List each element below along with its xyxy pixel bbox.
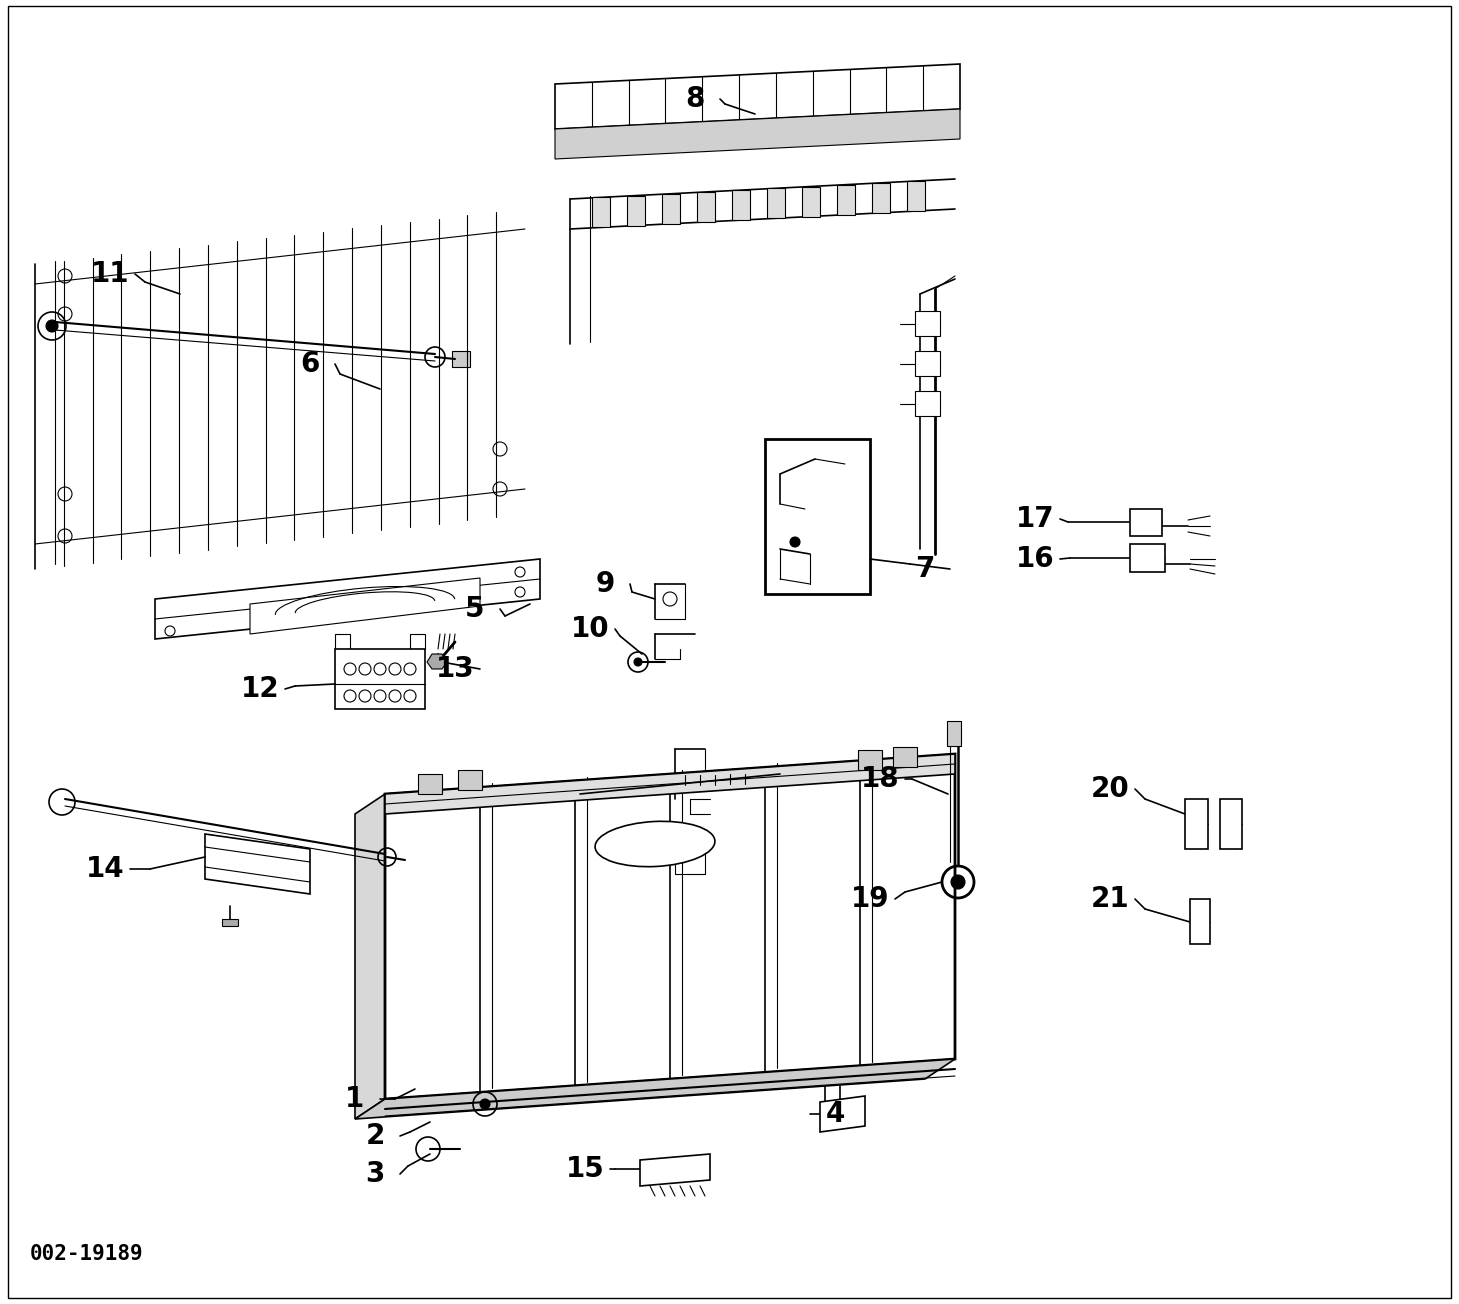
Polygon shape: [385, 754, 956, 814]
Bar: [592, 197, 610, 227]
Polygon shape: [427, 655, 446, 669]
Text: 2: 2: [365, 1121, 385, 1150]
Polygon shape: [336, 649, 425, 709]
Polygon shape: [222, 919, 238, 926]
Bar: [732, 190, 750, 220]
Polygon shape: [249, 578, 480, 634]
Bar: [893, 747, 918, 767]
Bar: [915, 391, 940, 416]
Text: 4: 4: [826, 1101, 845, 1128]
Text: 002-19189: 002-19189: [31, 1244, 143, 1264]
Text: 16: 16: [1015, 545, 1055, 572]
Bar: [837, 185, 855, 215]
Text: 18: 18: [861, 765, 899, 793]
Bar: [627, 196, 645, 226]
Circle shape: [951, 875, 964, 889]
Text: 15: 15: [566, 1155, 604, 1183]
Text: 12: 12: [241, 675, 279, 703]
Polygon shape: [35, 514, 525, 599]
Circle shape: [480, 1099, 490, 1108]
Circle shape: [865, 758, 875, 767]
Bar: [452, 351, 470, 366]
Bar: [417, 775, 442, 794]
Polygon shape: [355, 1059, 956, 1119]
Bar: [872, 183, 890, 213]
Text: 17: 17: [1015, 505, 1055, 533]
Text: 20: 20: [1091, 775, 1129, 803]
Polygon shape: [554, 64, 960, 129]
Circle shape: [900, 754, 910, 764]
Circle shape: [425, 781, 435, 792]
Bar: [915, 351, 940, 376]
Text: 3: 3: [365, 1161, 385, 1188]
Circle shape: [635, 659, 642, 666]
Polygon shape: [1131, 509, 1161, 536]
Text: 11: 11: [90, 259, 130, 288]
Polygon shape: [820, 1095, 865, 1132]
Bar: [458, 769, 481, 790]
Text: 9: 9: [595, 570, 614, 599]
Bar: [767, 188, 785, 218]
Text: 14: 14: [86, 855, 124, 883]
Bar: [947, 721, 961, 746]
Text: 19: 19: [851, 885, 889, 913]
Polygon shape: [35, 209, 525, 569]
Circle shape: [47, 319, 58, 333]
Polygon shape: [1185, 799, 1208, 849]
Bar: [915, 310, 940, 336]
Text: 8: 8: [686, 85, 705, 113]
Bar: [802, 186, 820, 216]
Bar: [858, 750, 883, 769]
Polygon shape: [385, 754, 956, 1099]
Polygon shape: [641, 1154, 711, 1187]
Bar: [765, 439, 870, 595]
Text: 6: 6: [301, 349, 320, 378]
Text: 10: 10: [570, 615, 610, 643]
Polygon shape: [355, 794, 385, 1119]
Bar: [907, 181, 925, 211]
Bar: [540, 23, 995, 889]
Polygon shape: [1220, 799, 1242, 849]
Text: 5: 5: [465, 595, 484, 623]
Circle shape: [465, 777, 476, 788]
Text: 1: 1: [346, 1085, 365, 1114]
Polygon shape: [410, 634, 425, 649]
Text: 21: 21: [1091, 885, 1129, 913]
Polygon shape: [206, 835, 309, 895]
Polygon shape: [336, 634, 350, 649]
Polygon shape: [554, 110, 960, 159]
Ellipse shape: [595, 822, 715, 867]
Bar: [697, 192, 715, 222]
Text: 7: 7: [915, 556, 935, 583]
Polygon shape: [155, 559, 540, 639]
Bar: [662, 194, 680, 224]
Text: 13: 13: [436, 655, 474, 683]
Circle shape: [789, 537, 800, 546]
Polygon shape: [1191, 898, 1210, 944]
Polygon shape: [1131, 544, 1164, 572]
